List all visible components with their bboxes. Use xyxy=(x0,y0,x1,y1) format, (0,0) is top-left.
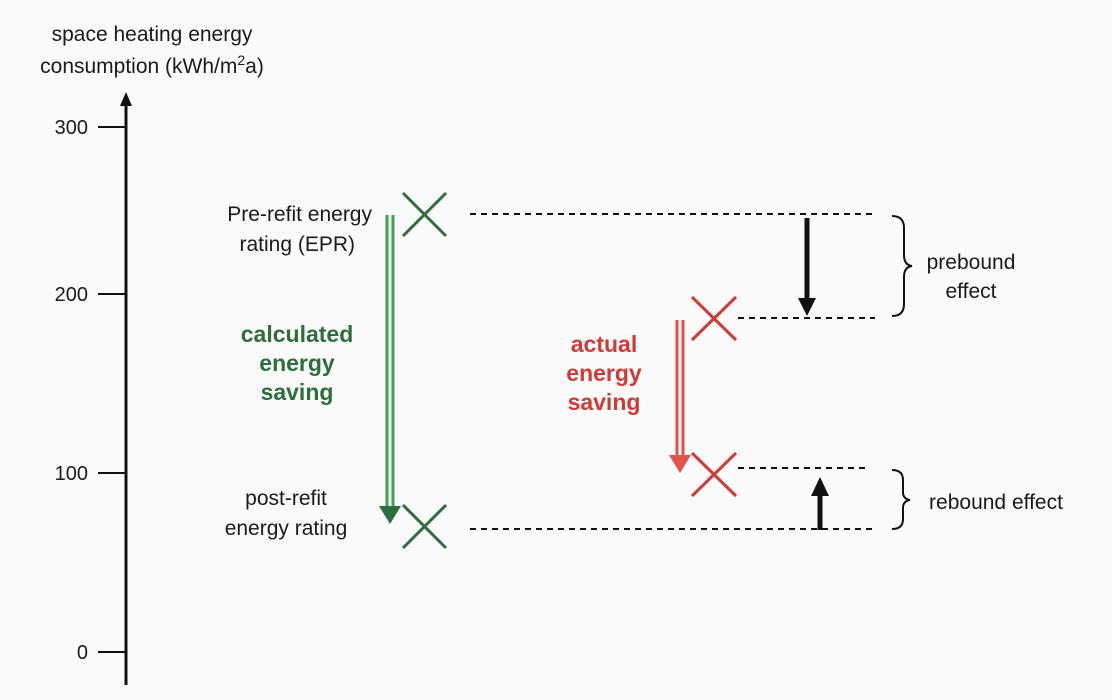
tick-label-300: 300 xyxy=(55,117,88,139)
tick-label-100: 100 xyxy=(55,463,88,485)
pre-refit-x-marker xyxy=(401,191,448,238)
prebound-arrow xyxy=(798,218,816,316)
prebound-brace xyxy=(891,215,913,317)
post-refit-label-line1: post-refit xyxy=(245,487,327,510)
tick-label-0: 0 xyxy=(77,642,88,664)
tick-label-200: 200 xyxy=(55,284,88,306)
calculated-saving-arrow xyxy=(379,215,401,524)
pre-refit-label-line2: rating (EPR) xyxy=(239,233,355,256)
actual-label-line3: saving xyxy=(568,389,641,415)
axis-title-line1: space heating energy xyxy=(52,23,253,46)
actual-pre-x-marker xyxy=(690,295,738,342)
rebound-brace xyxy=(891,469,911,530)
post-refit-label-line2: energy rating xyxy=(225,517,348,540)
calculated-label-line2: energy xyxy=(259,350,335,376)
pre-refit-label-line1: Pre-refit energy xyxy=(227,203,372,226)
actual-post-x-marker xyxy=(690,451,738,498)
rebound-label: rebound effect xyxy=(929,491,1063,514)
y-axis-arrowhead xyxy=(120,92,132,106)
prebound-label-line2: effect xyxy=(946,280,997,303)
rebound-arrow xyxy=(811,477,829,530)
actual-saving-arrow xyxy=(669,320,691,473)
actual-label-line2: energy xyxy=(566,360,642,386)
axis-title-line2: consumption (kWh/m2a) xyxy=(40,52,264,78)
calculated-label-line3: saving xyxy=(261,379,334,405)
actual-label-line1: actual xyxy=(571,331,637,357)
prebound-label-line1: prebound xyxy=(927,251,1016,274)
post-refit-x-marker xyxy=(401,503,448,550)
calculated-label-line1: calculated xyxy=(241,321,354,347)
